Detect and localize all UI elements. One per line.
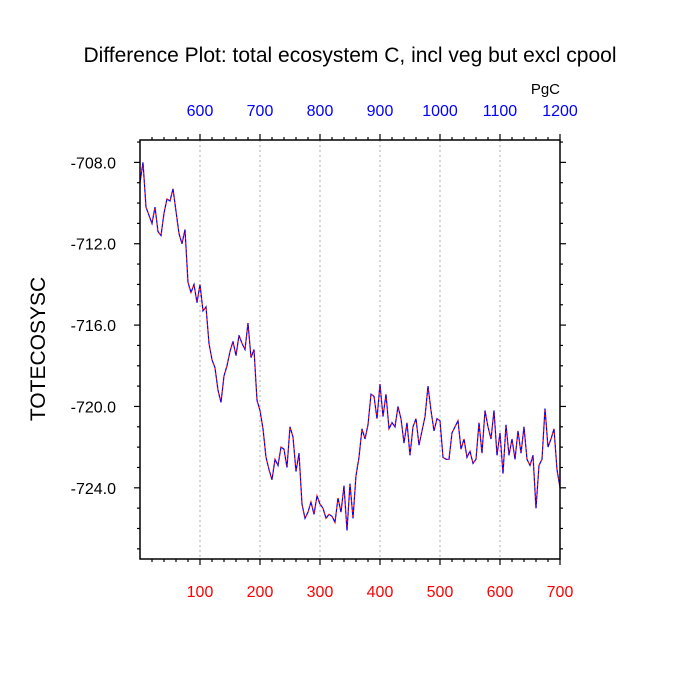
series-blue-line — [139, 162, 561, 531]
y-tick-label: -720.0 — [71, 399, 116, 416]
top-tick-label: 700 — [247, 103, 274, 120]
y-tick-label: -716.0 — [71, 318, 116, 335]
y-tick-label: -724.0 — [71, 481, 116, 498]
x-tick-label: 200 — [247, 584, 274, 601]
top-tick-label: 600 — [187, 103, 214, 120]
top-tick-label: 800 — [307, 103, 334, 120]
x-tick-label: 700 — [547, 584, 574, 601]
x-tick-label: 600 — [487, 584, 514, 601]
y-tick-label: -712.0 — [71, 237, 116, 254]
top-tick-label: 1000 — [422, 103, 458, 120]
y-tick-label: -708.0 — [71, 155, 116, 172]
series-lines — [139, 162, 561, 531]
y-axis-label: TOTECOSYSC — [27, 277, 50, 421]
series-red-line — [139, 162, 561, 531]
top-tick-label: 1200 — [542, 103, 578, 120]
top-tick-label: 1100 — [483, 103, 518, 120]
units-label: PgC — [531, 81, 560, 98]
x-tick-label: 500 — [427, 584, 454, 601]
x-tick-label: 300 — [307, 584, 334, 601]
x-tick-label: 400 — [367, 584, 394, 601]
axis-tick-labels: 100 200 300 400 500 600 700 600 700 800 900 1000 110… — [71, 103, 578, 601]
top-tick-label: 900 — [367, 103, 394, 120]
chart-title: Difference Plot: total ecosystem C, incl… — [83, 44, 616, 67]
axis-ticks — [134, 134, 566, 565]
x-tick-label: 100 — [187, 584, 214, 601]
plot-frame — [139, 139, 561, 560]
